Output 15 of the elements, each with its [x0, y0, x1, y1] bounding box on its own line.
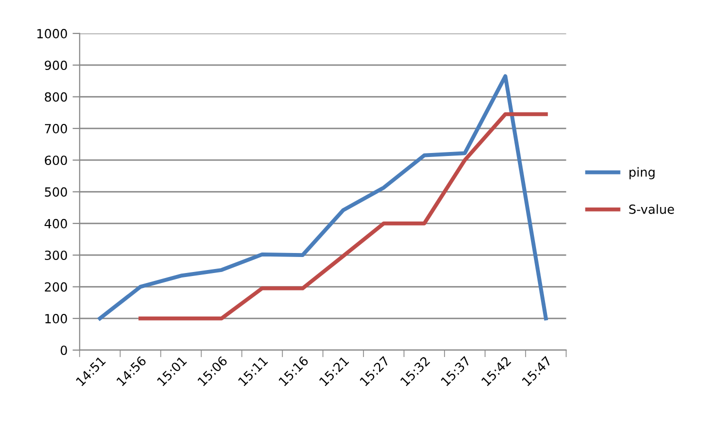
y-tick-label: 300	[44, 250, 68, 260]
y-tick-label: 700	[45, 124, 68, 134]
legend-label: S-value	[629, 204, 674, 214]
y-tick-label: 800	[44, 92, 68, 102]
legend-label: ping	[630, 167, 655, 180]
line-series	[98, 74, 548, 320]
y-tick-label: 100	[45, 314, 68, 324]
y-tick-label: 400	[44, 218, 68, 228]
y-tick-label: 0	[60, 346, 68, 356]
y-tick-label: 200	[44, 282, 68, 292]
y-tick-label: 1000	[37, 28, 68, 38]
y-tick-label: 600	[44, 156, 68, 166]
y-tick-label: 900	[44, 60, 68, 70]
y-tick-label: 500	[44, 187, 68, 197]
line-series	[138, 112, 548, 320]
